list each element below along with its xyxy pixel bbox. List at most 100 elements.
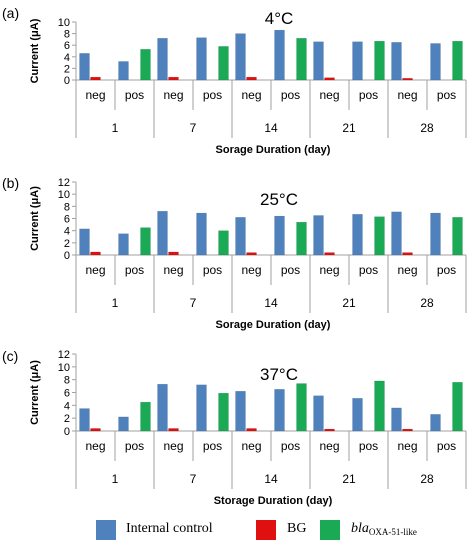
y-tick-label: 2 (64, 63, 70, 75)
bar-internal (430, 414, 441, 432)
x-group-label: 21 (342, 121, 356, 135)
y-axis-title: Current (μA) (29, 186, 41, 251)
x-tick-label: neg (85, 439, 105, 453)
bar-internal (196, 384, 207, 432)
x-group-label: 7 (190, 121, 197, 135)
x-tick-label: pos (359, 439, 378, 453)
legend-label-bla: blaOXA-51-like (351, 521, 417, 537)
y-tick-label: 0 (64, 426, 70, 438)
bar-bg (402, 252, 413, 256)
bar-bg (90, 251, 101, 256)
x-tick-label: pos (437, 439, 456, 453)
bar-bla (296, 221, 307, 256)
legend-label-bla-sub: OXA-51-like (368, 527, 417, 537)
y-tick-label: 2 (64, 238, 70, 250)
y-tick-label: 0 (64, 75, 70, 87)
y-tick-label: 10 (58, 362, 70, 374)
x-tick-label: neg (397, 439, 417, 453)
legend-label-bla-main: bla (351, 521, 369, 536)
x-tick-label: neg (241, 439, 261, 453)
legend-label-internal-control: Internal control (126, 521, 213, 536)
x-axis-title: Sorage Duration (day) (216, 319, 331, 331)
bar-internal (235, 390, 246, 432)
bar-internal (391, 211, 402, 256)
bar-bla (140, 401, 151, 432)
bar-internal (79, 53, 90, 81)
x-group-label: 14 (264, 296, 278, 310)
bar-internal (235, 217, 246, 256)
bar-bg (246, 428, 257, 432)
x-tick-label: neg (319, 263, 339, 277)
bar-internal (430, 212, 441, 256)
x-group-label: 7 (190, 296, 197, 310)
legend-swatch-bg (256, 520, 276, 540)
bar-internal (391, 407, 402, 432)
y-axis-title: Current (μA) (29, 18, 41, 83)
bar-bg (246, 252, 257, 256)
x-tick-label: neg (319, 439, 339, 453)
x-tick-label: pos (359, 88, 378, 102)
y-tick-label: 2 (64, 413, 70, 425)
x-group-label: 7 (190, 472, 197, 486)
bar-internal (313, 215, 324, 256)
bar-bg (402, 78, 413, 81)
bar-internal (313, 41, 324, 81)
x-group-label: 28 (420, 296, 434, 310)
x-tick-label: pos (203, 263, 222, 277)
bar-internal (118, 233, 129, 256)
x-tick-label: pos (359, 263, 378, 277)
x-tick-label: neg (163, 263, 183, 277)
bar-bg (168, 251, 179, 256)
bar-internal (391, 42, 402, 81)
bar-bla (296, 37, 307, 81)
bar-bla (218, 230, 229, 256)
bar-internal (196, 37, 207, 81)
x-tick-label: neg (85, 88, 105, 102)
y-tick-label: 8 (64, 29, 70, 41)
y-tick-label: 6 (64, 214, 70, 226)
x-tick-label: pos (203, 88, 222, 102)
x-group-label: 14 (264, 121, 278, 135)
bar-internal (235, 33, 246, 81)
y-tick-label: 12 (58, 349, 70, 361)
x-tick-label: neg (241, 263, 261, 277)
bar-bla (296, 383, 307, 432)
y-axis-title: Current (μA) (29, 360, 41, 425)
legend-swatch-bla (320, 520, 340, 540)
bar-internal (157, 383, 168, 432)
x-group-label: 28 (420, 121, 434, 135)
bar-bg (168, 428, 179, 432)
x-group-label: 21 (342, 296, 356, 310)
bar-bg (324, 77, 335, 81)
bar-internal (430, 43, 441, 81)
bar-bla (452, 381, 463, 432)
y-tick-label: 4 (64, 52, 70, 64)
x-tick-label: pos (125, 263, 144, 277)
panel-label: (a) (2, 5, 19, 21)
bar-internal (157, 210, 168, 256)
chart-title: 25°C (260, 190, 298, 209)
chart-title: 4°C (265, 9, 294, 28)
bar-internal (274, 215, 285, 256)
x-axis-title: Storage Duration (day) (214, 495, 333, 507)
bar-internal (352, 213, 363, 256)
bar-bla (218, 46, 229, 81)
bar-bla (374, 380, 385, 432)
y-tick-label: 8 (64, 375, 70, 387)
bar-bla (140, 227, 151, 256)
panel-label: (c) (2, 348, 18, 364)
y-tick-label: 8 (64, 201, 70, 213)
x-tick-label: neg (85, 263, 105, 277)
bar-internal (118, 416, 129, 432)
bar-bla (452, 217, 463, 256)
x-group-label: 1 (112, 121, 119, 135)
x-tick-label: neg (319, 88, 339, 102)
bar-internal (118, 61, 129, 81)
x-group-label: 28 (420, 472, 434, 486)
y-tick-label: 0 (64, 250, 70, 262)
bar-internal (79, 408, 90, 432)
x-tick-label: neg (241, 88, 261, 102)
